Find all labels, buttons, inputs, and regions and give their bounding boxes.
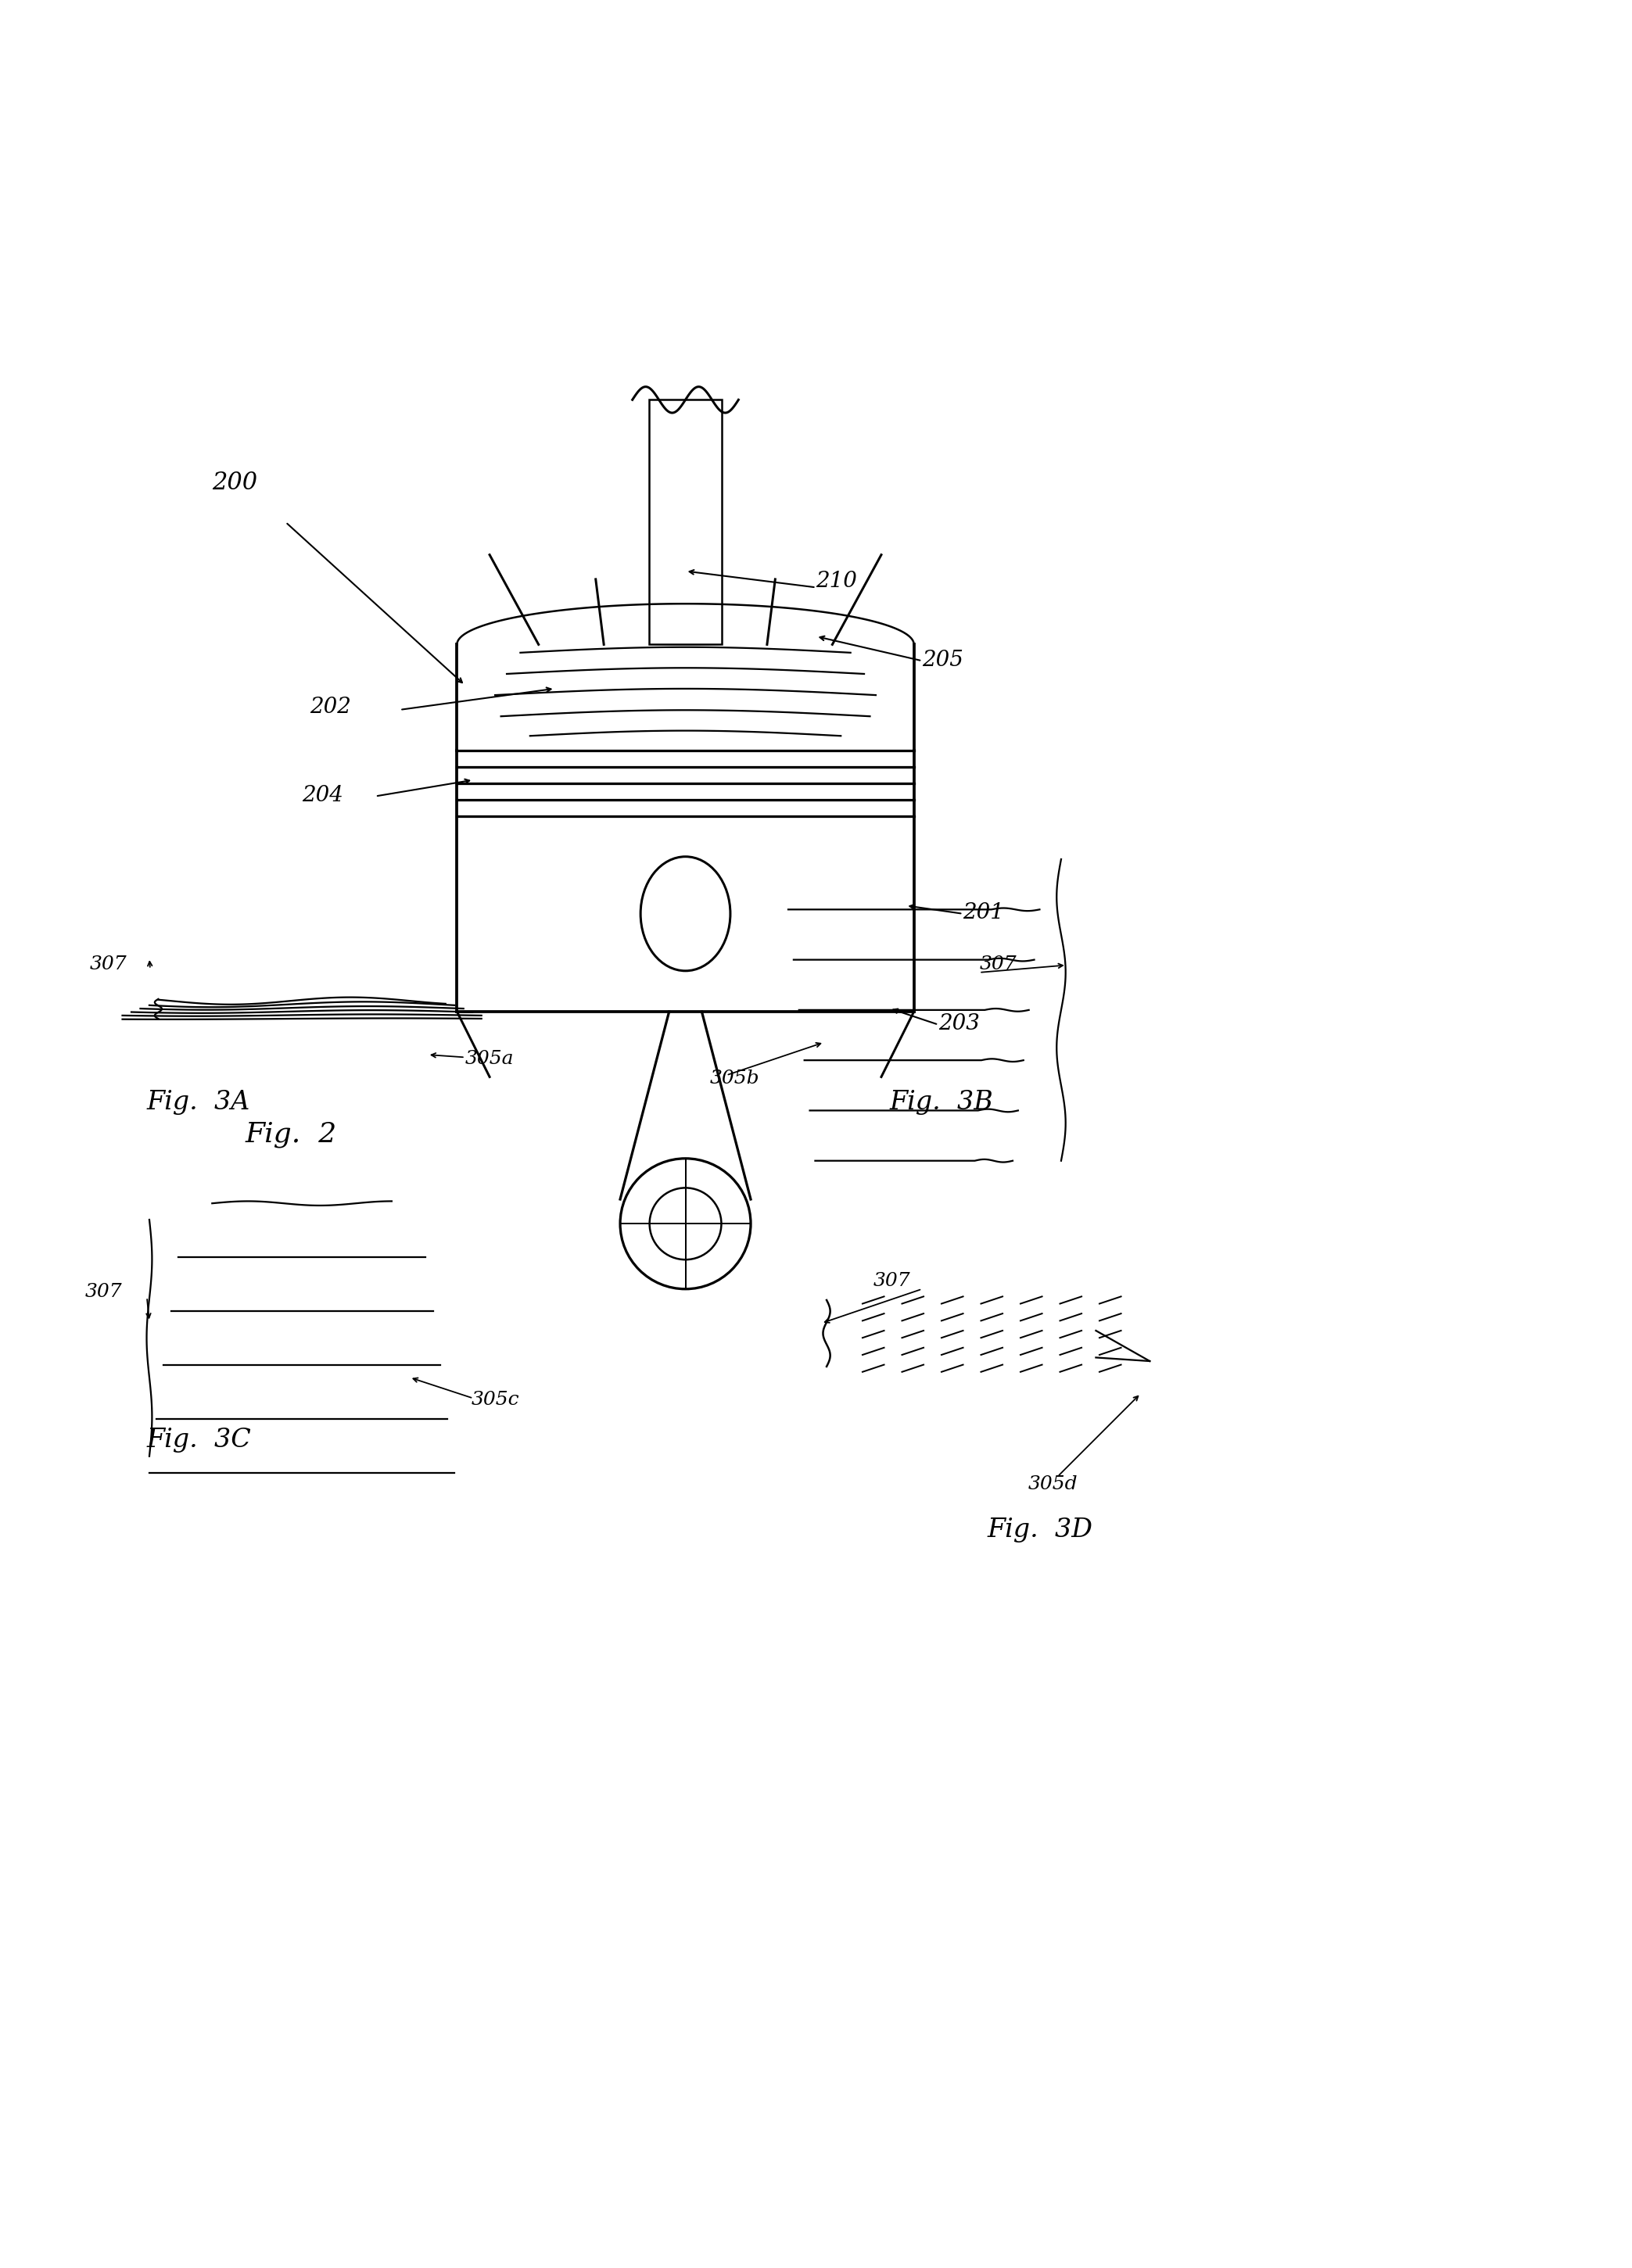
Text: Fig.  3C: Fig. 3C — [147, 1429, 251, 1454]
Text: 210: 210 — [816, 572, 857, 592]
Text: 307: 307 — [979, 955, 1017, 973]
Text: Fig.  3D: Fig. 3D — [987, 1517, 1093, 1542]
Text: 305b: 305b — [710, 1068, 759, 1086]
Text: 307: 307 — [873, 1272, 911, 1290]
Text: 200: 200 — [212, 472, 258, 494]
Text: 307: 307 — [90, 955, 127, 973]
Text: 201: 201 — [963, 903, 1004, 923]
Ellipse shape — [640, 857, 731, 971]
Text: Fig.  2: Fig. 2 — [245, 1120, 336, 1148]
Text: 204: 204 — [302, 785, 343, 805]
FancyBboxPatch shape — [650, 399, 721, 644]
Text: 205: 205 — [922, 649, 963, 671]
Text: 307: 307 — [85, 1284, 122, 1302]
Text: 203: 203 — [938, 1014, 979, 1034]
Text: 202: 202 — [310, 696, 351, 717]
Text: Fig.  3A: Fig. 3A — [147, 1091, 250, 1116]
Text: 305a: 305a — [465, 1050, 514, 1068]
Text: Fig.  3B: Fig. 3B — [889, 1091, 994, 1116]
Text: 305d: 305d — [1028, 1476, 1077, 1495]
Text: 305c: 305c — [472, 1390, 521, 1408]
